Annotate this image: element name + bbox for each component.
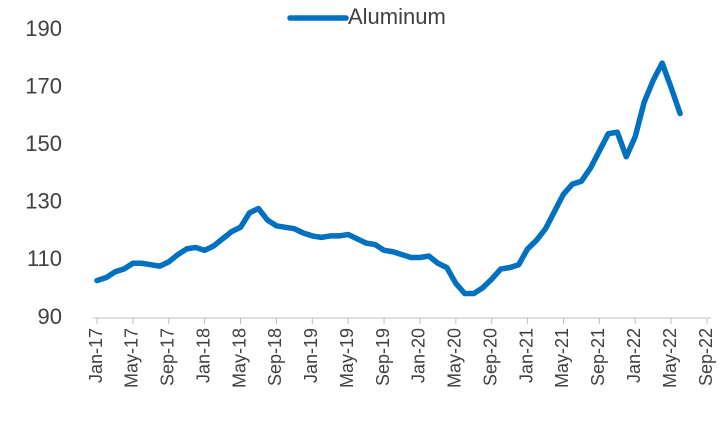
x-tick-label: Sep-19 (373, 328, 393, 386)
y-tick-label: 150 (25, 131, 62, 156)
x-tick-label: May-21 (552, 328, 572, 388)
x-tick-label: Sep-20 (480, 328, 500, 386)
x-tick-label: May-20 (445, 328, 465, 388)
x-tick-label: Jan-17 (86, 328, 106, 383)
x-tick-label: Jan-18 (193, 328, 213, 383)
data-line (94, 60, 683, 297)
y-tick-label: 130 (25, 189, 62, 214)
x-tick-label: Sep-22 (696, 328, 716, 386)
x-tick-label: Jan-22 (624, 328, 644, 383)
x-tick-label: May-17 (122, 328, 142, 388)
y-tick-label: 190 (25, 16, 62, 41)
y-tick-label: 170 (25, 73, 62, 98)
x-tick-label: May-18 (229, 328, 249, 388)
x-tick-label: May-22 (660, 328, 680, 388)
x-tick-label: Sep-17 (158, 328, 178, 386)
x-tick-label: Jan-21 (516, 328, 536, 383)
y-tick-label: 90 (38, 304, 62, 329)
legend-label: Aluminum (348, 4, 446, 29)
y-tick-label: 110 (27, 246, 62, 271)
x-tick-label: Jan-20 (409, 328, 429, 383)
x-tick-label: Jan-19 (301, 328, 321, 383)
x-tick-label: May-19 (337, 328, 357, 388)
x-tick-label: Sep-18 (265, 328, 285, 386)
x-tick-label: Sep-21 (588, 328, 608, 386)
